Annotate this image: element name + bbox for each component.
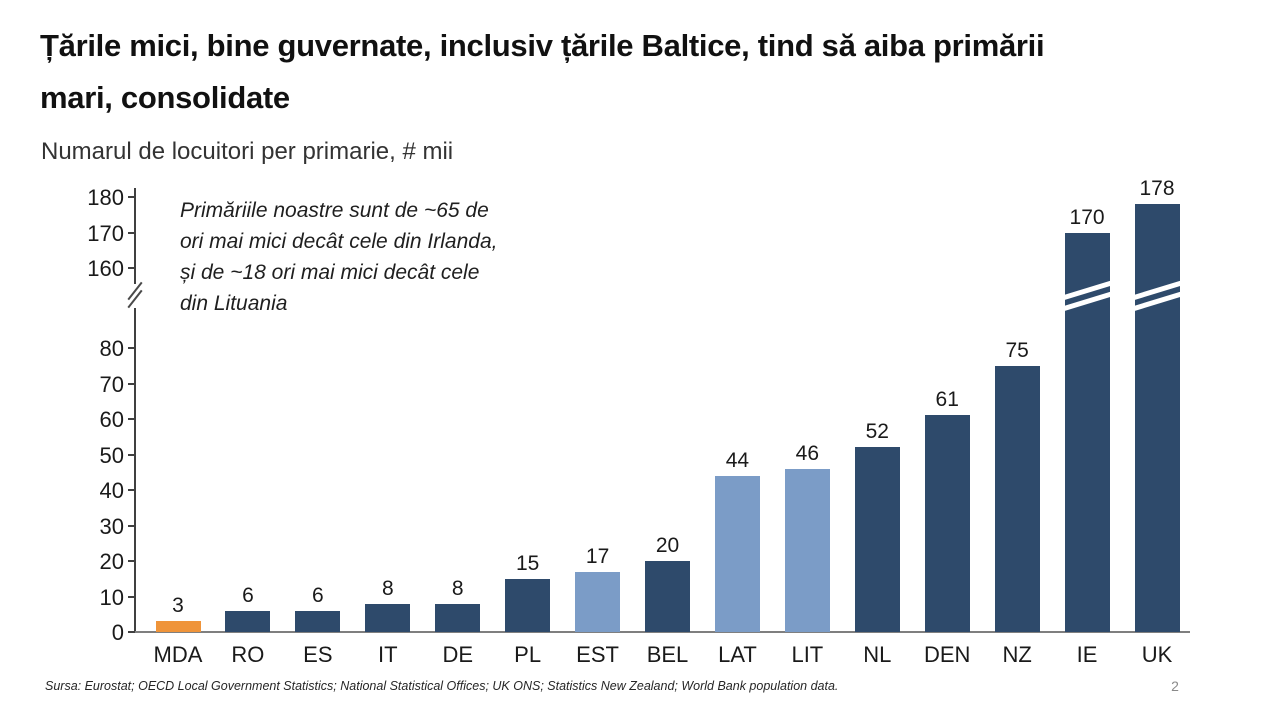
bar-value-NZ: 75 xyxy=(1005,338,1029,362)
x-label-EST: EST xyxy=(576,642,619,667)
x-label-DE: DE xyxy=(442,642,473,667)
bar-MDA xyxy=(155,621,201,632)
y-tick-label-50: 50 xyxy=(99,442,124,468)
x-label-LAT: LAT xyxy=(718,642,757,667)
bar-value-DE: 8 xyxy=(451,576,464,600)
y-tick-80 xyxy=(128,347,135,349)
bar-value-NL: 52 xyxy=(865,420,889,444)
x-label-BEL: BEL xyxy=(646,642,689,667)
y-tick-label-160: 160 xyxy=(87,256,124,281)
bar-EST xyxy=(575,571,621,632)
bar-DEN xyxy=(924,415,970,632)
y-tick-60 xyxy=(128,418,135,420)
bar-DE xyxy=(435,603,481,632)
bar-value-DEN: 61 xyxy=(935,388,959,412)
y-tick-label-20: 20 xyxy=(99,549,124,574)
bar-value-LIT: 46 xyxy=(795,441,820,465)
y-tick-170 xyxy=(128,231,135,234)
bar-value-ES: 6 xyxy=(312,583,324,607)
x-label-NL: NL xyxy=(863,642,892,667)
bar-BEL xyxy=(645,561,690,632)
chart-subtitle: Numarul de locuitori per primarie, # mii xyxy=(41,138,454,165)
bar-value-RO: 6 xyxy=(242,583,254,607)
bar-value-UK: 178 xyxy=(1139,177,1175,201)
x-label-ES: ES xyxy=(303,642,333,667)
y-tick-label-30: 30 xyxy=(99,513,124,539)
y-tick-label-10: 10 xyxy=(99,584,124,610)
y-tick-40 xyxy=(128,489,135,491)
x-label-MDA: MDA xyxy=(153,642,203,667)
slide-title: Țările mici, bine guvernate, inclusiv ță… xyxy=(40,28,1045,115)
x-label-LIT: LIT xyxy=(791,642,824,667)
bar-value-LAT: 44 xyxy=(725,448,750,472)
source-note: Sursa: Eurostat; OECD Local Government S… xyxy=(45,679,839,693)
y-tick-label-60: 60 xyxy=(99,407,124,432)
y-tick-160 xyxy=(128,267,135,269)
x-label-DEN: DEN xyxy=(923,642,971,667)
y-tick-20 xyxy=(128,560,135,562)
y-tick-180 xyxy=(128,196,135,198)
chart-annotation: Primăriile noastre sunt de ~65 de ori ma… xyxy=(180,199,498,315)
bar-value-MDA: 3 xyxy=(172,594,184,618)
bar-value-IT: 8 xyxy=(381,576,394,600)
bar-NL xyxy=(854,447,900,632)
x-label-NZ: NZ xyxy=(1002,642,1032,667)
bar-PL xyxy=(505,578,551,632)
bar-value-IE: 170 xyxy=(1069,205,1105,229)
y-tick-label-80: 80 xyxy=(99,336,124,361)
y-tick-70 xyxy=(128,382,135,385)
y-tick-label-40: 40 xyxy=(99,478,124,503)
y-tick-0 xyxy=(128,631,135,633)
y-tick-label-0: 0 xyxy=(111,620,124,645)
x-label-PL: PL xyxy=(514,642,542,667)
x-label-IT: IT xyxy=(378,642,398,667)
y-tick-50 xyxy=(128,453,135,456)
bar-LAT xyxy=(714,475,760,632)
y-axis-line xyxy=(134,188,136,632)
y-tick-30 xyxy=(128,524,135,527)
y-tick-10 xyxy=(128,595,135,598)
bar-LIT xyxy=(784,468,830,632)
bar-NZ xyxy=(994,365,1040,632)
y-tick-label-180: 180 xyxy=(87,185,124,210)
x-label-RO: RO xyxy=(231,642,265,667)
bar-IT xyxy=(365,603,411,632)
bar-value-EST: 17 xyxy=(585,544,610,568)
bar-UK xyxy=(1134,204,1180,632)
bar-ES xyxy=(295,610,341,632)
y-tick-label-170: 170 xyxy=(87,220,124,246)
x-label-IE: IE xyxy=(1076,642,1098,667)
bar-RO xyxy=(225,610,271,632)
bar-value-PL: 15 xyxy=(515,551,540,575)
page-number: 2 xyxy=(1171,678,1179,694)
y-tick-label-70: 70 xyxy=(99,371,124,397)
x-label-UK: UK xyxy=(1141,642,1173,667)
x-axis-baseline xyxy=(130,631,1190,633)
bar-value-BEL: 20 xyxy=(655,534,680,557)
